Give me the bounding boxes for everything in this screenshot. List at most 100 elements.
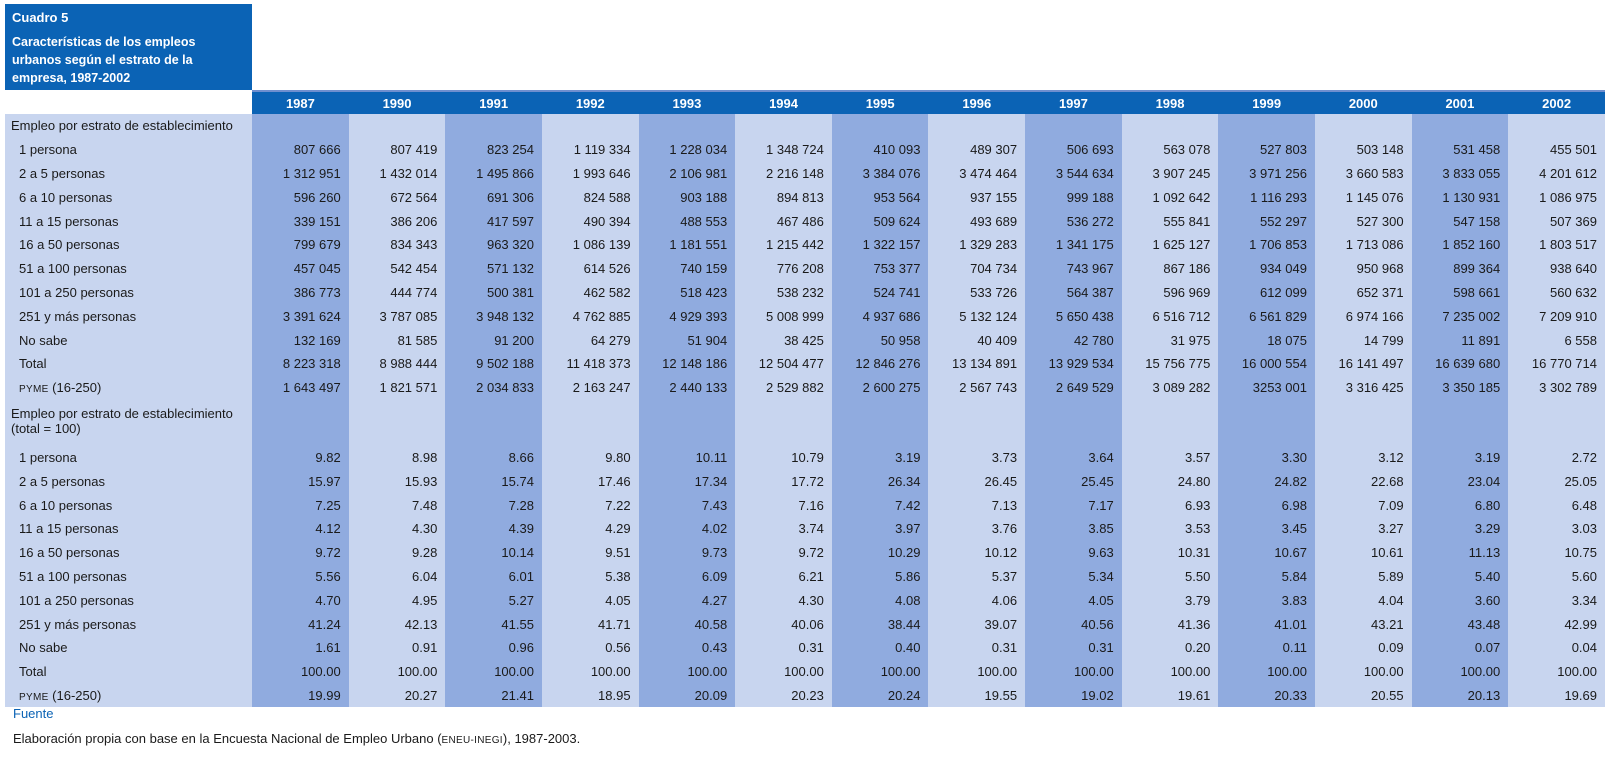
table-cell: 14 799: [1314, 328, 1412, 352]
table-cell: 0.91: [348, 635, 446, 660]
table-cell: 41.24: [252, 612, 349, 636]
table-row: No sabe 1.61 0.91 0.96 0.56 0.43 0.31 0.40 0.31 0…: [5, 635, 1605, 660]
table-cell: 4.95: [348, 588, 446, 613]
table-cell: 1 119 334: [541, 137, 639, 162]
table-cell: 563 078: [1121, 137, 1219, 162]
table-cell: 3.85: [1025, 516, 1122, 541]
table-cell: 3 474 464: [928, 161, 1026, 186]
table-cell: 564 387: [1025, 280, 1122, 305]
table-cell: 2 600 275: [831, 375, 929, 400]
empty-cell: [1025, 114, 1122, 138]
table-cell: 3 089 282: [1121, 375, 1219, 400]
table-cell: 531 458: [1411, 137, 1509, 162]
table-cell: 3 787 085: [348, 304, 446, 329]
table-cell: 5.40: [1411, 564, 1509, 589]
table-cell: 100.00: [1411, 659, 1509, 684]
table-cell: 3.97: [831, 516, 929, 541]
table-cell: 9 502 188: [445, 351, 542, 376]
table-cell: 1 116 293: [1218, 185, 1315, 210]
table-cell: 4 762 885: [541, 304, 639, 329]
table-cell: 7.42: [831, 493, 929, 517]
table-cell: 3 302 789: [1508, 375, 1605, 400]
table-cell: 3 907 245: [1121, 161, 1219, 186]
table-cell: 799 679: [252, 232, 349, 257]
table-cell: 0.20: [1121, 635, 1219, 660]
table-cell: 7.48: [348, 493, 446, 517]
row-label: PYME (16-250): [5, 375, 253, 400]
year-header: 2002: [1508, 90, 1605, 114]
table-cell: 24.82: [1218, 469, 1315, 494]
table-cell: 6.01: [445, 564, 542, 589]
table-cell: 17.34: [638, 469, 736, 494]
table-cell: 17.46: [541, 469, 639, 494]
table-cell: 100.00: [735, 659, 832, 684]
table-cell: 339 151: [252, 209, 349, 233]
table-cell: 596 260: [252, 185, 349, 210]
table-cell: 5.37: [928, 564, 1026, 589]
table-cell: 10.75: [1508, 540, 1605, 565]
table-cell: 41.36: [1121, 612, 1219, 636]
table-cell: 100.00: [445, 659, 542, 684]
table-cell: 6 561 829: [1218, 304, 1315, 329]
table-cell: 834 343: [348, 232, 446, 257]
table-cell: 39.07: [928, 612, 1026, 636]
table-row: 251 y más personas 3 391 624 3 787 085 3 94…: [5, 304, 1605, 329]
table-cell: 1.61: [252, 635, 349, 660]
empty-cell: [348, 399, 446, 446]
table-row: 11 a 15 personas 4.12 4.30 4.39 4.29 4.02 3.74…: [5, 516, 1605, 541]
table-cell: 506 693: [1025, 137, 1122, 162]
table-cell: 493 689: [928, 209, 1026, 233]
year-header: 1995: [831, 90, 929, 114]
table-cell: 1 181 551: [638, 232, 736, 257]
table-cell: 3.34: [1508, 588, 1605, 613]
table-row: 51 a 100 personas 457 045 542 454 571 132 61…: [5, 256, 1605, 281]
table-cell: 9.73: [638, 540, 736, 565]
table-cell: 16 770 714: [1508, 351, 1605, 376]
table-cell: 5.84: [1218, 564, 1315, 589]
table-cell: 100.00: [1218, 659, 1315, 684]
table-cell: 38.44: [831, 612, 929, 636]
table-cell: 8.98: [348, 445, 446, 470]
table-cell: 3.53: [1121, 516, 1219, 541]
table-cell: 5.38: [541, 564, 639, 589]
table-cell: 527 300: [1314, 209, 1412, 233]
row-label: 16 a 50 personas: [5, 540, 253, 565]
table-cell: 0.09: [1314, 635, 1412, 660]
table-cell: 5.34: [1025, 564, 1122, 589]
table-cell: 51 904: [638, 328, 736, 352]
section-title-line: (total = 100): [11, 420, 81, 436]
table-cell: 5 650 438: [1025, 304, 1122, 329]
table-row: 1 persona 807 666 807 419 823 254 1 119 334 1…: [5, 137, 1605, 162]
table-cell: 0.11: [1218, 635, 1315, 660]
table-cell: 100.00: [928, 659, 1026, 684]
table-row: 16 a 50 personas 9.72 9.28 10.14 9.51 9.73 9.7…: [5, 540, 1605, 565]
table-cell: 937 155: [928, 185, 1026, 210]
table-cell: 410 093: [831, 137, 929, 162]
table-cell: 3.79: [1121, 588, 1219, 613]
table-cell: 3 971 256: [1218, 161, 1315, 186]
table-cell: 1 432 014: [348, 161, 446, 186]
table-cell: 100.00: [252, 659, 349, 684]
empty-cell: [1121, 399, 1219, 446]
table-cell: 12 846 276: [831, 351, 929, 376]
table-cell: 10.79: [735, 445, 832, 470]
table-cell: 953 564: [831, 185, 929, 210]
table-cell: 467 486: [735, 209, 832, 233]
table-cell: 950 968: [1314, 256, 1412, 281]
table-cell: 571 132: [445, 256, 542, 281]
source-note-years: ), 1987-2003.: [502, 731, 581, 746]
table-cell: 10.31: [1121, 540, 1219, 565]
table-cell: 6.48: [1508, 493, 1605, 517]
empty-cell: [1121, 114, 1219, 138]
row-label: No sabe: [5, 635, 253, 660]
table-cell: 10.61: [1314, 540, 1412, 565]
table-cell: 3.27: [1314, 516, 1412, 541]
empty-cell: [252, 399, 349, 446]
table-cell: 6 558: [1508, 328, 1605, 352]
table-cell: 2 649 529: [1025, 375, 1122, 400]
year-header: 1987: [252, 90, 349, 114]
year-header: 1996: [928, 90, 1026, 114]
table-cell: 42.13: [348, 612, 446, 636]
table-cell: 614 526: [541, 256, 639, 281]
table-cell: 19.61: [1121, 683, 1219, 708]
